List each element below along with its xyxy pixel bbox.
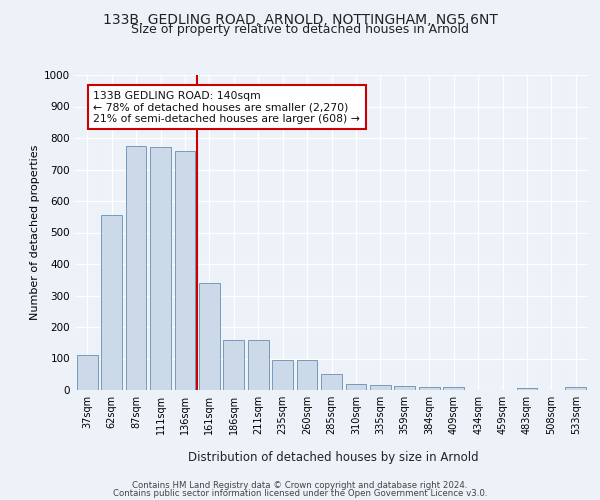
Text: 133B, GEDLING ROAD, ARNOLD, NOTTINGHAM, NG5 6NT: 133B, GEDLING ROAD, ARNOLD, NOTTINGHAM, … — [103, 12, 497, 26]
Bar — [199, 283, 220, 390]
Bar — [419, 387, 440, 390]
Bar — [125, 146, 146, 390]
Bar — [321, 374, 342, 390]
Text: Distribution of detached houses by size in Arnold: Distribution of detached houses by size … — [188, 451, 478, 464]
Bar — [346, 384, 367, 390]
Bar — [248, 340, 269, 390]
Text: Contains public sector information licensed under the Open Government Licence v3: Contains public sector information licen… — [113, 490, 487, 498]
Bar — [394, 386, 415, 390]
Bar — [272, 360, 293, 390]
Bar — [370, 386, 391, 390]
Bar — [175, 150, 196, 390]
Text: 133B GEDLING ROAD: 140sqm
← 78% of detached houses are smaller (2,270)
21% of se: 133B GEDLING ROAD: 140sqm ← 78% of detac… — [94, 91, 360, 124]
Bar — [296, 360, 317, 390]
Bar — [517, 388, 538, 390]
Bar — [443, 387, 464, 390]
Bar — [150, 148, 171, 390]
Text: Contains HM Land Registry data © Crown copyright and database right 2024.: Contains HM Land Registry data © Crown c… — [132, 480, 468, 490]
Bar — [101, 215, 122, 390]
Text: Size of property relative to detached houses in Arnold: Size of property relative to detached ho… — [131, 22, 469, 36]
Y-axis label: Number of detached properties: Number of detached properties — [30, 145, 40, 320]
Bar — [565, 387, 586, 390]
Bar — [223, 340, 244, 390]
Bar — [77, 356, 98, 390]
